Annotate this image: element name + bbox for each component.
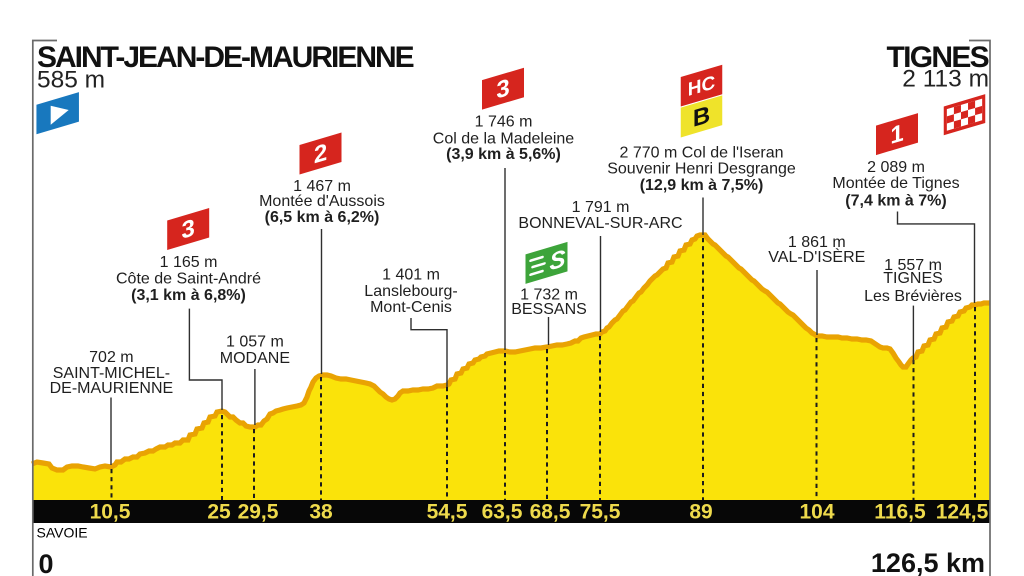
- svg-text:54,5: 54,5: [427, 501, 468, 524]
- svg-text:VAL-D'ISÈRE: VAL-D'ISÈRE: [768, 247, 865, 266]
- svg-text:Mont-Cenis: Mont-Cenis: [370, 299, 452, 316]
- svg-text:1 165 m: 1 165 m: [160, 254, 218, 271]
- svg-text:1: 1: [890, 120, 903, 150]
- svg-text:1 467 m: 1 467 m: [293, 178, 351, 195]
- svg-text:2 113 m: 2 113 m: [902, 66, 989, 93]
- svg-text:1 791 m: 1 791 m: [572, 199, 630, 216]
- svg-text:116,5: 116,5: [874, 501, 926, 524]
- svg-text:S: S: [549, 245, 566, 276]
- svg-text:TIGNES: TIGNES: [887, 41, 989, 74]
- svg-text:Lanslebourg-: Lanslebourg-: [364, 283, 457, 300]
- svg-text:Souvenir Henri Desgrange: Souvenir Henri Desgrange: [607, 161, 796, 178]
- svg-text:29,5: 29,5: [238, 501, 279, 524]
- svg-text:1 057 m: 1 057 m: [226, 334, 284, 351]
- svg-text:BESSANS: BESSANS: [511, 301, 587, 318]
- svg-text:63,5: 63,5: [482, 501, 523, 524]
- svg-text:702 m: 702 m: [89, 349, 133, 366]
- svg-text:1 401 m: 1 401 m: [382, 267, 440, 284]
- svg-text:1 732 m: 1 732 m: [520, 287, 578, 304]
- svg-text:(6,5 km à 6,2%): (6,5 km à 6,2%): [265, 209, 380, 226]
- svg-text:(12,9 km à 7,5%): (12,9 km à 7,5%): [640, 177, 764, 194]
- svg-text:38: 38: [309, 501, 333, 524]
- svg-text:3: 3: [182, 214, 195, 244]
- svg-text:BONNEVAL-SUR-ARC: BONNEVAL-SUR-ARC: [518, 215, 682, 232]
- svg-text:68,5: 68,5: [530, 501, 571, 524]
- svg-text:10,5: 10,5: [90, 501, 131, 524]
- svg-text:0: 0: [39, 549, 54, 576]
- svg-text:(3,9 km à 5,6%): (3,9 km à 5,6%): [446, 146, 561, 163]
- svg-text:2 770 m Col de l'Iseran: 2 770 m Col de l'Iseran: [619, 144, 783, 161]
- svg-text:Montée de Tignes: Montée de Tignes: [832, 175, 959, 192]
- svg-text:104: 104: [799, 501, 834, 524]
- svg-text:1 557 m: 1 557 m: [884, 257, 942, 274]
- svg-text:SAVOIE: SAVOIE: [37, 525, 88, 541]
- svg-text:75,5: 75,5: [580, 501, 621, 524]
- svg-text:Côte de Saint-André: Côte de Saint-André: [116, 271, 261, 288]
- svg-text:SAINT-JEAN-DE-MAURIENNE: SAINT-JEAN-DE-MAURIENNE: [37, 41, 414, 74]
- svg-text:Col de la Madeleine: Col de la Madeleine: [433, 130, 575, 147]
- svg-text:126,5 km: 126,5 km: [871, 548, 985, 576]
- svg-text:Montée d'Aussois: Montée d'Aussois: [259, 193, 385, 210]
- svg-text:1 746 m: 1 746 m: [475, 114, 533, 131]
- svg-text:MODANE: MODANE: [220, 350, 290, 367]
- svg-text:SAINT-MICHEL-: SAINT-MICHEL-: [53, 365, 170, 382]
- svg-text:2 089 m: 2 089 m: [867, 159, 925, 176]
- svg-text:89: 89: [689, 501, 712, 524]
- svg-text:2: 2: [314, 139, 327, 169]
- svg-text:B: B: [693, 101, 710, 133]
- svg-text:DE-MAURIENNE: DE-MAURIENNE: [50, 380, 174, 397]
- svg-text:25: 25: [207, 501, 231, 524]
- svg-text:Les Brévières: Les Brévières: [864, 288, 962, 305]
- svg-text:(7,4 km à 7%): (7,4 km à 7%): [845, 192, 946, 209]
- svg-text:(3,1 km à 6,8%): (3,1 km à 6,8%): [131, 287, 246, 304]
- svg-text:124,5: 124,5: [936, 501, 989, 524]
- svg-text:TIGNES: TIGNES: [883, 270, 943, 287]
- svg-text:585 m: 585 m: [37, 67, 105, 94]
- svg-text:3: 3: [496, 74, 509, 104]
- svg-text:1 861 m: 1 861 m: [788, 234, 846, 251]
